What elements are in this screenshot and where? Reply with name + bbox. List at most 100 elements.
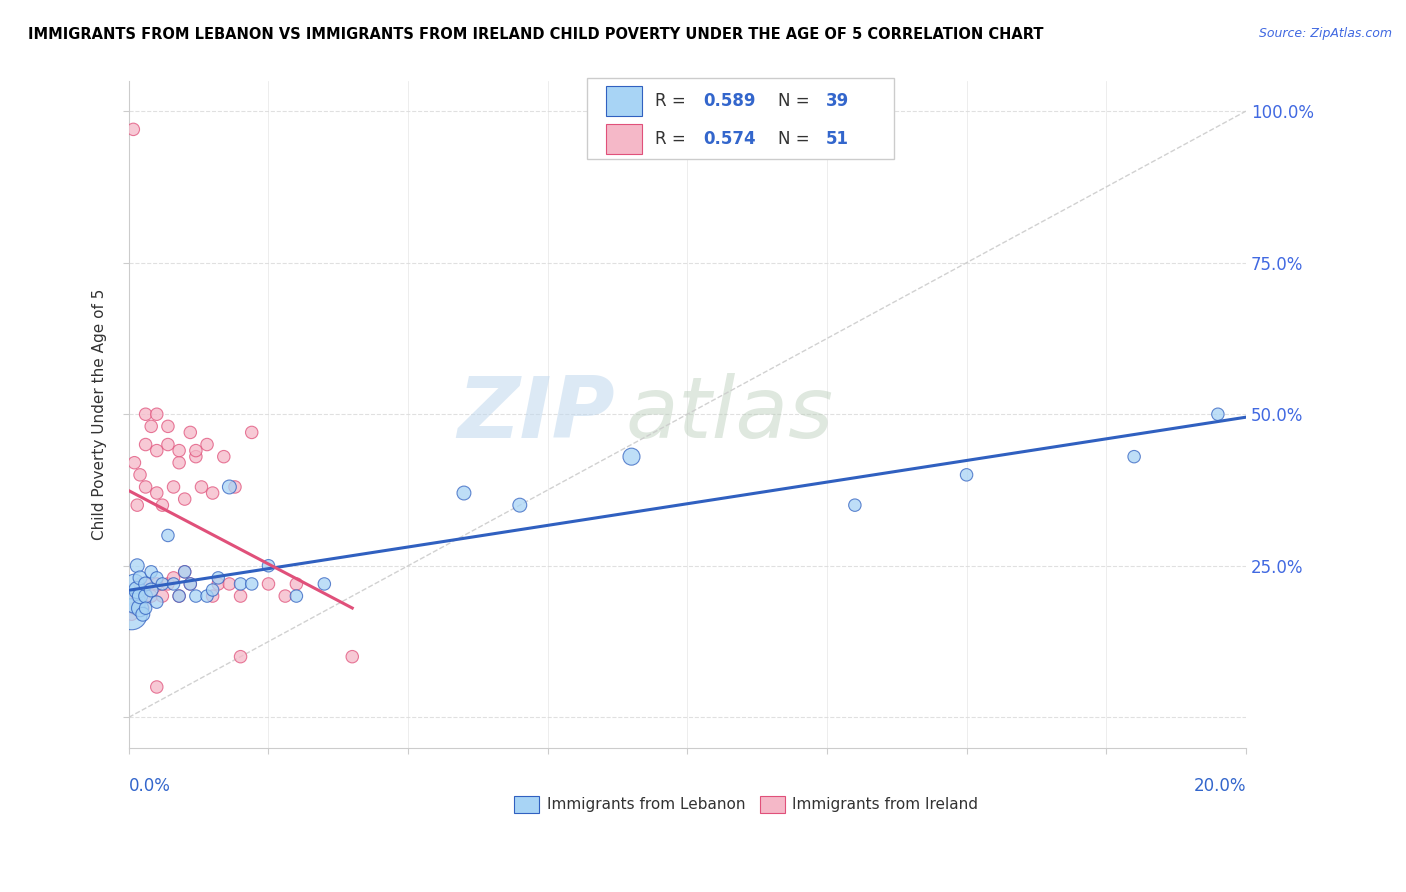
Point bbox=[124, 456, 146, 470]
Point bbox=[190, 480, 212, 494]
Point bbox=[212, 450, 235, 464]
Point bbox=[141, 589, 163, 603]
Point bbox=[127, 498, 149, 512]
Point bbox=[167, 443, 190, 458]
Point bbox=[173, 492, 195, 507]
Point bbox=[162, 577, 184, 591]
Text: N =: N = bbox=[778, 130, 814, 148]
Point bbox=[201, 486, 224, 500]
Point bbox=[342, 649, 364, 664]
Point bbox=[132, 607, 155, 622]
Text: 0.574: 0.574 bbox=[703, 130, 755, 148]
Point bbox=[173, 565, 195, 579]
Point bbox=[224, 480, 246, 494]
Point bbox=[135, 577, 157, 591]
Point bbox=[127, 582, 149, 597]
Point bbox=[173, 565, 195, 579]
Point bbox=[229, 577, 252, 591]
Point bbox=[207, 571, 229, 585]
Point bbox=[150, 589, 173, 603]
Point bbox=[129, 577, 152, 591]
Point bbox=[156, 528, 179, 542]
Point bbox=[184, 589, 207, 603]
Point bbox=[201, 582, 224, 597]
Point bbox=[141, 419, 163, 434]
Point bbox=[509, 498, 531, 512]
Point bbox=[156, 437, 179, 451]
Text: ZIP: ZIP bbox=[457, 373, 614, 456]
Point bbox=[127, 589, 149, 603]
Text: 20.0%: 20.0% bbox=[1194, 777, 1246, 795]
Text: N =: N = bbox=[778, 92, 814, 110]
FancyBboxPatch shape bbox=[586, 78, 894, 159]
Point bbox=[167, 589, 190, 603]
Point bbox=[179, 577, 201, 591]
Point bbox=[129, 571, 152, 585]
Point bbox=[314, 577, 336, 591]
FancyBboxPatch shape bbox=[515, 796, 538, 813]
Point bbox=[146, 680, 169, 694]
Point bbox=[620, 450, 643, 464]
Point bbox=[184, 443, 207, 458]
Point bbox=[146, 595, 169, 609]
Point bbox=[285, 589, 308, 603]
Point bbox=[124, 595, 146, 609]
Point bbox=[167, 589, 190, 603]
Point bbox=[156, 419, 179, 434]
Point bbox=[141, 565, 163, 579]
Point bbox=[135, 480, 157, 494]
Point bbox=[135, 437, 157, 451]
Text: 0.0%: 0.0% bbox=[129, 777, 170, 795]
Text: atlas: atlas bbox=[626, 373, 834, 456]
Point bbox=[955, 467, 977, 482]
Point bbox=[195, 589, 218, 603]
Point bbox=[121, 607, 143, 622]
Point bbox=[150, 498, 173, 512]
Point bbox=[146, 571, 169, 585]
Point bbox=[240, 425, 263, 440]
Point bbox=[156, 577, 179, 591]
Point bbox=[132, 601, 155, 615]
FancyBboxPatch shape bbox=[606, 124, 641, 154]
Point bbox=[1123, 450, 1146, 464]
Point bbox=[184, 450, 207, 464]
Point bbox=[179, 425, 201, 440]
Point bbox=[124, 601, 146, 615]
Point bbox=[135, 407, 157, 421]
Text: Source: ZipAtlas.com: Source: ZipAtlas.com bbox=[1258, 27, 1392, 40]
Point bbox=[167, 456, 190, 470]
Point bbox=[129, 589, 152, 603]
Text: 0.589: 0.589 bbox=[703, 92, 755, 110]
Point bbox=[129, 601, 152, 615]
Point bbox=[129, 467, 152, 482]
Y-axis label: Child Poverty Under the Age of 5: Child Poverty Under the Age of 5 bbox=[93, 288, 107, 540]
Point bbox=[146, 577, 169, 591]
Point bbox=[141, 582, 163, 597]
Point bbox=[285, 577, 308, 591]
Text: 39: 39 bbox=[825, 92, 849, 110]
Point bbox=[162, 571, 184, 585]
Point bbox=[844, 498, 866, 512]
Point bbox=[135, 577, 157, 591]
Point bbox=[162, 480, 184, 494]
FancyBboxPatch shape bbox=[606, 86, 641, 116]
Point bbox=[124, 577, 146, 591]
Point bbox=[453, 486, 475, 500]
Text: R =: R = bbox=[655, 130, 690, 148]
Text: Immigrants from Lebanon: Immigrants from Lebanon bbox=[547, 797, 745, 812]
Point bbox=[150, 577, 173, 591]
Point bbox=[257, 577, 280, 591]
Text: R =: R = bbox=[655, 92, 690, 110]
Point bbox=[146, 486, 169, 500]
Point bbox=[240, 577, 263, 591]
Point bbox=[1206, 407, 1229, 421]
Point bbox=[146, 443, 169, 458]
Point bbox=[229, 589, 252, 603]
Point bbox=[218, 577, 240, 591]
Point bbox=[135, 601, 157, 615]
Point bbox=[218, 480, 240, 494]
Point bbox=[201, 589, 224, 603]
Point bbox=[135, 589, 157, 603]
Point bbox=[195, 437, 218, 451]
Text: 51: 51 bbox=[825, 130, 849, 148]
